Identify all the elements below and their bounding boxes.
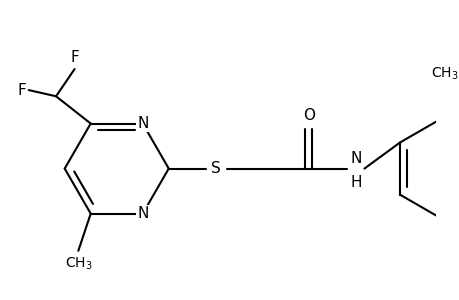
Text: N: N xyxy=(349,151,361,166)
Text: N: N xyxy=(137,116,148,131)
Text: O: O xyxy=(302,108,314,123)
Text: S: S xyxy=(211,161,220,176)
Text: CH$_3$: CH$_3$ xyxy=(64,256,92,272)
Text: H: H xyxy=(349,175,361,190)
Text: F: F xyxy=(17,82,26,98)
Text: N: N xyxy=(137,206,148,221)
Text: F: F xyxy=(70,50,79,65)
Text: CH$_3$: CH$_3$ xyxy=(430,65,458,82)
